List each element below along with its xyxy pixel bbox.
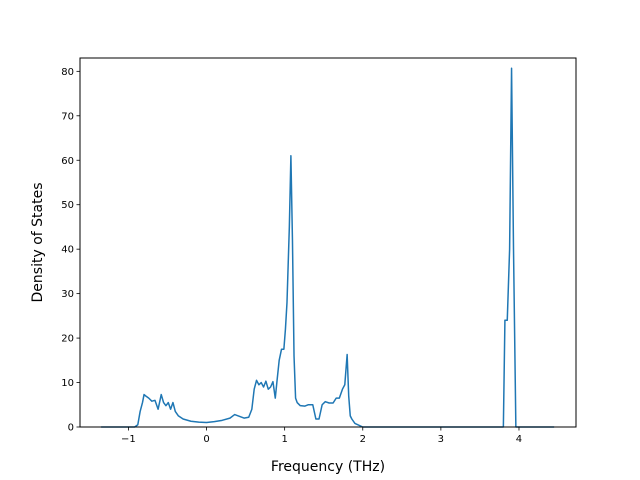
x-tick-label: 1: [281, 434, 287, 445]
x-tick-label: 2: [360, 434, 366, 445]
y-tick-label: 40: [61, 245, 74, 256]
y-tick-label: 80: [61, 67, 74, 78]
plot-area: [101, 67, 555, 428]
y-axis-label: Density of States: [30, 183, 46, 303]
y-tick-label: 30: [61, 289, 74, 300]
x-tick-label: 0: [203, 434, 209, 445]
dos-line-series-0: [101, 67, 555, 428]
x-tick-label: 3: [438, 434, 444, 445]
y-tick-label: 60: [61, 156, 74, 167]
y-tick-label: 10: [61, 378, 74, 389]
y-tick-label: 50: [61, 200, 74, 211]
x-tick-label: −1: [121, 434, 136, 445]
y-tick-label: 0: [68, 423, 74, 434]
x-tick-label: 4: [516, 434, 522, 445]
y-tick-label: 20: [61, 334, 74, 345]
x-axis-label: Frequency (THz): [271, 459, 385, 475]
axes-frame: [79, 57, 577, 428]
y-tick-label: 70: [61, 111, 74, 122]
